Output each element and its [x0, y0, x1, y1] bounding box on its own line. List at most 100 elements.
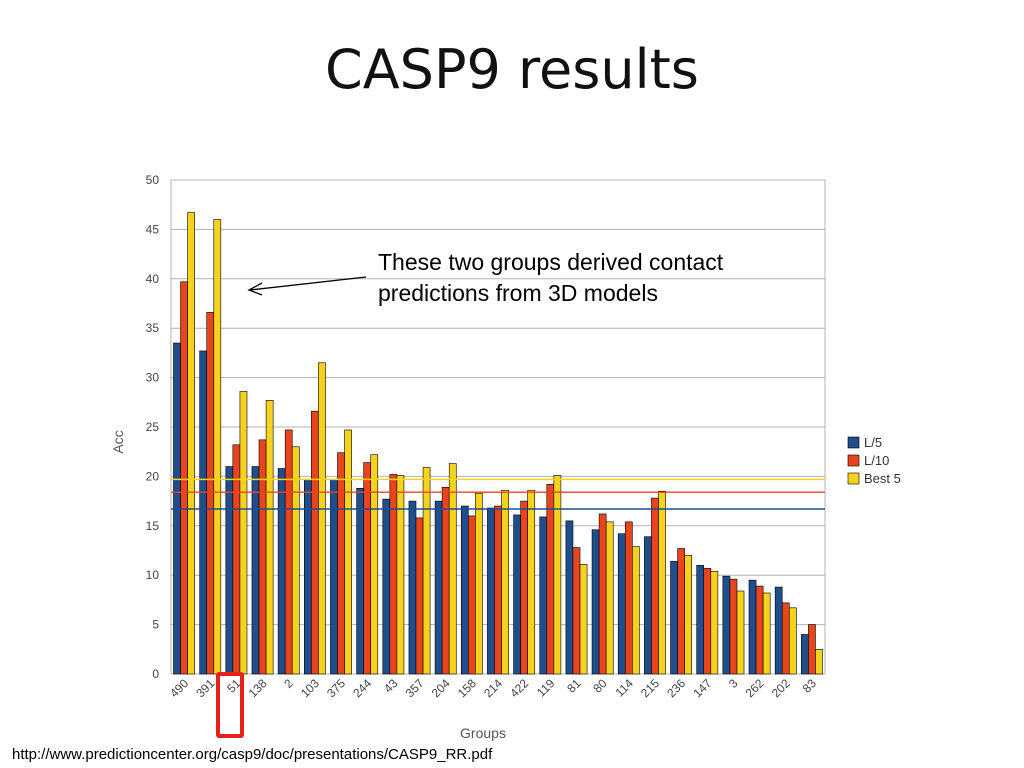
bar-best-5-244: [370, 454, 379, 675]
bar-best-5-83: [815, 648, 823, 675]
x-tick-label: 214: [481, 676, 505, 700]
bar-l-10-375: [337, 452, 345, 675]
bar-l-10-80: [598, 513, 607, 675]
x-tick-label: 119: [534, 676, 558, 700]
y-tick-label: 25: [146, 420, 160, 434]
bar-l-10-422: [520, 500, 528, 675]
annotation-line-1: These two groups derived contact: [378, 249, 724, 275]
x-tick-label: 80: [590, 676, 610, 696]
bar-best-5-375: [344, 429, 352, 675]
bar-l-5-422: [513, 514, 521, 675]
y-tick-labels: 0 5 10 15 20 25 30 35 40 45 50: [146, 173, 160, 681]
bar-best-5-81: [579, 564, 588, 675]
bar-l-5-83: [801, 634, 809, 675]
bar-l-10-214: [494, 505, 502, 675]
slide-title: CASP9 results: [325, 38, 699, 101]
annotation-arrow: [247, 276, 367, 296]
bar-l-5-244: [356, 487, 364, 675]
bar-l-10-215: [651, 497, 659, 675]
bar-l-5-80: [591, 529, 600, 675]
bar-l-10-204: [441, 486, 450, 675]
y-tick-label: 45: [146, 222, 160, 236]
bar-l-10-202: [781, 602, 790, 675]
y-tick-label: 5: [152, 618, 159, 632]
x-tick-label: 81: [564, 676, 584, 696]
bar-best-5-236: [684, 555, 693, 675]
legend-label: L/5: [864, 435, 882, 450]
bar-l-10-114: [624, 521, 633, 675]
bar-l-10-262: [755, 585, 764, 675]
legend-label: L/10: [864, 453, 889, 468]
legend-swatch: [847, 472, 860, 485]
x-tick-labels: 490 391 51 138 2 103 375 244 43 357 204 158 214 422 11…: [167, 676, 819, 700]
bar-best-5-51: [239, 391, 248, 675]
bar-l-5-3: [722, 575, 731, 675]
y-tick-label: 40: [146, 272, 160, 286]
x-tick-label: 83: [800, 676, 820, 696]
bar-l-10-2: [284, 429, 293, 675]
x-axis-title: Groups: [460, 725, 506, 741]
bar-best-5-138: [265, 400, 274, 675]
bar-best-5-422: [527, 489, 536, 675]
bar-best-5-43: [396, 475, 405, 675]
legend: L/5 L/10 Best 5: [847, 435, 901, 486]
x-tick-label: 262: [743, 676, 767, 700]
bar-l-10-3: [729, 578, 738, 675]
x-tick-label: 236: [664, 676, 688, 700]
legend-swatch: [847, 454, 860, 467]
x-tick-label: 138: [246, 676, 270, 700]
y-tick-label: 50: [146, 173, 160, 187]
source-link[interactable]: http://www.predictioncenter.org/casp9/do…: [12, 746, 493, 763]
bar-l-10-43: [389, 474, 398, 675]
bar-l-10-158: [468, 515, 476, 675]
bar-l-5-204: [434, 500, 443, 675]
bar-l-10-391: [206, 312, 215, 675]
x-tick-label: 103: [298, 676, 322, 700]
x-tick-label: 375: [324, 676, 348, 700]
bar-l-10-119: [546, 483, 555, 675]
bar-l-10-81: [572, 547, 581, 675]
x-tick-label: 204: [429, 676, 453, 700]
bar-best-5-215: [658, 490, 666, 675]
bar-l-10-490: [180, 281, 188, 675]
x-tick-label: 215: [638, 676, 662, 700]
bar-l-10-103: [311, 410, 319, 675]
bar-l-10-147: [703, 567, 712, 675]
bar-l-5-43: [382, 498, 391, 675]
bar-l-10-236: [677, 548, 685, 675]
x-tick-label: 244: [350, 676, 374, 700]
bar-best-5-262: [762, 592, 771, 675]
annotation-line-2: predictions from 3D models: [378, 280, 658, 306]
x-tick-label: 43: [381, 676, 401, 696]
x-tick-label: 147: [690, 676, 714, 700]
y-tick-label: 10: [146, 568, 160, 582]
bar-l-10-357: [415, 517, 424, 675]
reference-lines: [171, 478, 825, 510]
x-tick-label: 202: [769, 676, 793, 700]
x-tick-label: 422: [507, 676, 531, 700]
bar-best-5-119: [553, 475, 562, 675]
x-tick-label: 2: [281, 676, 296, 691]
x-tick-label: 3: [726, 676, 741, 691]
bar-l-5-138: [251, 466, 260, 675]
bars: [173, 212, 823, 675]
bar-best-5-204: [448, 463, 457, 675]
bar-l-5-391: [199, 350, 208, 675]
bar-l-5-236: [670, 561, 678, 675]
bar-best-5-114: [632, 546, 640, 675]
y-tick-label: 15: [146, 519, 160, 533]
bar-l-5-262: [748, 579, 757, 675]
bar-best-5-357: [422, 467, 431, 675]
x-tick-label: 391: [193, 676, 217, 700]
bar-l-5-215: [644, 536, 652, 675]
bar-l-5-119: [539, 516, 548, 675]
annotation-text: These two groups derived contact predict…: [378, 247, 723, 309]
y-tick-label: 30: [146, 371, 160, 385]
bar-best-5-214: [501, 489, 509, 675]
bar-best-5-3: [736, 590, 745, 675]
legend-label: Best 5: [864, 471, 901, 486]
y-tick-label: 35: [146, 321, 160, 335]
bar-best-5-202: [788, 607, 797, 675]
x-tick-label: 357: [403, 676, 427, 700]
bar-best-5-147: [710, 570, 719, 675]
